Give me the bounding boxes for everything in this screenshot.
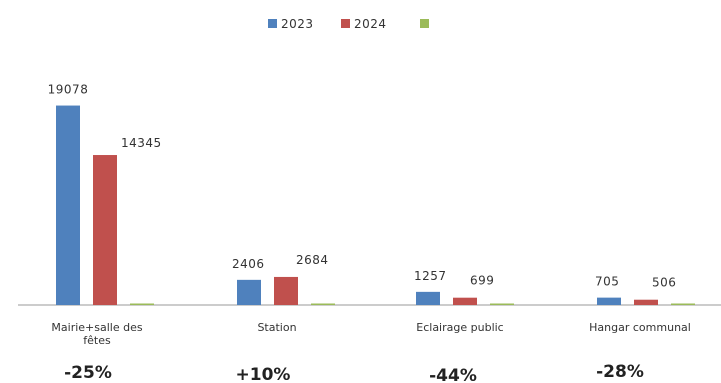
value-label-series2-1: 14345 xyxy=(121,136,162,150)
value-label-series1-4: 705 xyxy=(595,275,619,289)
change-label-4: -28% xyxy=(596,362,644,382)
legend-swatch-2 xyxy=(341,19,350,28)
bar-series3-3 xyxy=(490,304,514,306)
change-label-1: -25% xyxy=(64,363,112,383)
legend-swatch-3 xyxy=(420,19,429,28)
value-label-series2-2: 2684 xyxy=(296,253,329,267)
bar-series3-2 xyxy=(311,304,335,306)
bar-series2-2 xyxy=(274,277,298,305)
category-label-1-line-1: Mairie+salle des xyxy=(51,321,142,334)
bar-series3-4 xyxy=(671,304,695,306)
legend-swatch-1 xyxy=(268,19,277,28)
category-label-2: Station xyxy=(257,321,296,334)
category-label-4: Hangar communal xyxy=(589,321,691,334)
bar-series3-1 xyxy=(130,304,154,306)
change-label-2: +10% xyxy=(236,365,291,383)
legend: 2023 2024 xyxy=(268,17,429,31)
value-label-series2-3: 699 xyxy=(470,274,494,288)
category-label-1-line-2: fêtes xyxy=(83,334,111,347)
legend-label-2: 2024 xyxy=(354,17,387,31)
bar-series2-4 xyxy=(634,300,658,305)
bar-series2-3 xyxy=(453,298,477,305)
value-label-series1-3: 1257 xyxy=(414,269,447,283)
bar-series1-1 xyxy=(56,106,80,305)
bar-series2-1 xyxy=(93,155,117,305)
change-label-3: -44% xyxy=(429,366,477,383)
category-label-3: Eclairage public xyxy=(416,321,503,334)
legend-label-1: 2023 xyxy=(281,17,314,31)
change-labels: -25% +10% -44% -28% xyxy=(64,362,644,383)
value-label-series2-4: 506 xyxy=(652,276,676,290)
value-labels: 19078 2406 1257 705 14345 2684 699 506 xyxy=(48,83,677,290)
bar-series1-4 xyxy=(597,298,621,305)
value-label-series1-2: 2406 xyxy=(232,257,265,271)
value-label-series1-1: 19078 xyxy=(48,83,89,97)
bar-series1-3 xyxy=(416,292,440,305)
bar-series1-2 xyxy=(237,280,261,305)
